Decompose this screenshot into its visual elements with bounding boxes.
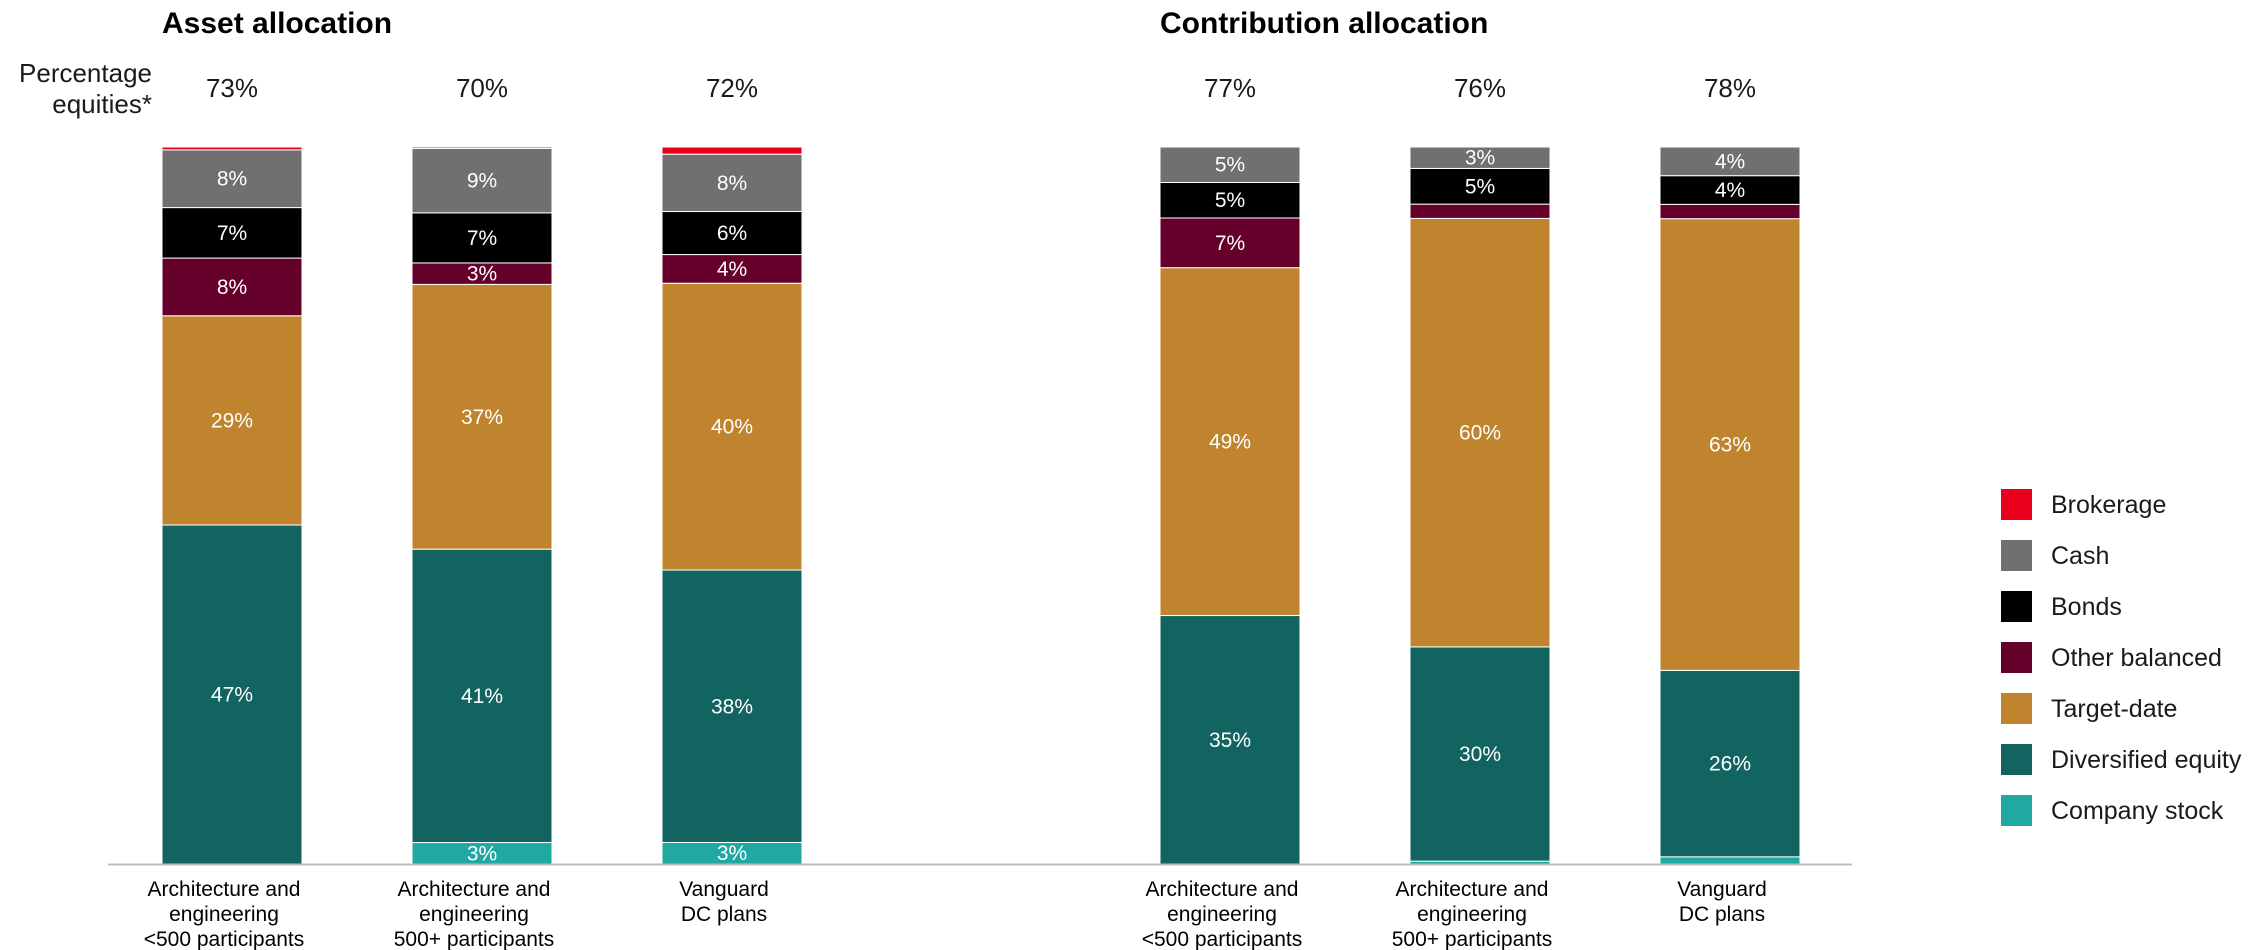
contribution-allocation-bar-2-target-date-label: 60%: [1459, 422, 1501, 445]
asset-allocation-bar-2-cash-label: 9%: [467, 170, 497, 193]
asset-allocation-bar-3-cash-label: 8%: [717, 172, 747, 195]
asset-allocation-bar-1-target-date-label: 29%: [211, 409, 253, 432]
asset-allocation-bar-2-brokerage-segment: [412, 147, 552, 148]
contribution-allocation-bar-2-category-label-line-3: 500+ participants: [1392, 928, 1553, 950]
legend-swatch-target-date: [2001, 693, 2032, 724]
contribution-allocation-bar-1-equities-pct: 77%: [1204, 73, 1256, 103]
asset-allocation-bar-1-category-label-line-2: engineering: [169, 903, 279, 926]
legend-swatch-cash: [2001, 540, 2032, 571]
legend-label-diversified-equity: Diversified equity: [2051, 746, 2242, 774]
legend-label-target-date: Target-date: [2051, 695, 2177, 723]
contribution-allocation-bar-2-cash-label: 3%: [1465, 147, 1495, 170]
asset-allocation-bar-3-target-date-label: 40%: [711, 416, 753, 439]
bars-layer: [162, 147, 1800, 864]
contribution-allocation-bar-3-other-balanced-segment: [1660, 204, 1800, 218]
asset-allocation-bar-2-category-label-line-3: 500+ participants: [394, 928, 555, 950]
legend-label-cash: Cash: [2051, 542, 2109, 570]
asset-allocation-bar-2-target-date-label: 37%: [461, 406, 503, 429]
contribution-allocation-bar-2-other-balanced-segment: [1410, 204, 1550, 218]
asset-allocation-bar-2-category-label-line-2: engineering: [419, 903, 529, 926]
contribution-allocation-bar-3-cash-label: 4%: [1715, 150, 1745, 173]
legend: Brokerage Cash Bonds Other balanced Target-d…: [2001, 489, 2242, 826]
asset-allocation-bar-2-diversified-equity-label: 41%: [461, 685, 503, 708]
percentage-equities-line-1: Percentage: [19, 58, 152, 88]
contribution-allocation-bar-1-diversified-equity-label: 35%: [1209, 729, 1251, 752]
contribution-allocation-bar-3-company-stock-segment: [1660, 857, 1800, 864]
contribution-allocation-bar-1-category-label-line-1: Architecture and: [1146, 878, 1299, 901]
contribution-allocation-bar-3-diversified-equity-label: 26%: [1709, 753, 1751, 776]
asset-allocation-bar-1-diversified-equity-label: 47%: [211, 683, 253, 706]
legend-swatch-bonds: [2001, 591, 2032, 622]
contribution-allocation-bar-3-equities-pct: 78%: [1704, 73, 1756, 103]
contribution-allocation-title: Contribution allocation: [1160, 7, 1488, 40]
contribution-allocation-bar-1-cash-label: 5%: [1215, 154, 1245, 177]
asset-allocation-bar-1-equities-pct: 73%: [206, 73, 258, 103]
asset-allocation-bar-2-bonds-label: 7%: [467, 227, 497, 250]
contribution-allocation-bar-1-other-balanced-label: 7%: [1215, 232, 1245, 255]
asset-allocation-bar-2-category-label-line-1: Architecture and: [398, 878, 551, 901]
asset-allocation-bar-3-bonds-label: 6%: [717, 222, 747, 245]
legend-swatch-other-balanced: [2001, 642, 2032, 673]
asset-allocation-bar-3-equities-pct: 72%: [706, 73, 758, 103]
asset-allocation-bar-1-category-label-line-3: <500 participants: [144, 928, 305, 950]
contribution-allocation-bar-3-bonds-label: 4%: [1715, 179, 1745, 202]
asset-allocation-bar-3-category-label-line-2: DC plans: [681, 903, 767, 926]
contribution-allocation-bar-2-category-label-line-1: Architecture and: [1396, 878, 1549, 901]
contribution-allocation-bar-1-target-date-label: 49%: [1209, 431, 1251, 454]
contribution-allocation-bar-3-category-label-line-1: Vanguard: [1677, 878, 1767, 901]
percentage-equities-line-2: equities*: [52, 89, 152, 119]
asset-allocation-bar-3-company-stock-label: 3%: [717, 842, 747, 865]
asset-allocation-bar-3-diversified-equity-label: 38%: [711, 695, 753, 718]
asset-allocation-bar-3-other-balanced-label: 4%: [717, 258, 747, 281]
asset-allocation-bar-2-other-balanced-label: 3%: [467, 263, 497, 286]
asset-allocation-bar-1-brokerage-segment: [162, 147, 302, 150]
legend-swatch-brokerage: [2001, 489, 2032, 520]
contribution-allocation-bar-2-diversified-equity-label: 30%: [1459, 743, 1501, 766]
contribution-allocation-bar-2-category-label-line-2: engineering: [1417, 903, 1527, 926]
legend-label-company-stock: Company stock: [2051, 797, 2224, 825]
asset-allocation-bar-3-brokerage-segment: [662, 147, 802, 154]
asset-allocation-bar-2-equities-pct: 70%: [456, 73, 508, 103]
asset-allocation-bar-1-other-balanced-label: 8%: [217, 276, 247, 299]
legend-swatch-company-stock: [2001, 795, 2032, 826]
legend-label-bonds: Bonds: [2051, 593, 2122, 621]
asset-allocation-title: Asset allocation: [162, 7, 392, 40]
percentage-equities-label: Percentage equities*: [19, 58, 152, 119]
contribution-allocation-bar-1-category-label-line-2: engineering: [1167, 903, 1277, 926]
legend-label-brokerage: Brokerage: [2051, 491, 2166, 519]
contribution-allocation-bar-2-bonds-label: 5%: [1465, 175, 1495, 198]
asset-allocation-bar-1-bonds-label: 7%: [217, 222, 247, 245]
asset-allocation-bar-2-company-stock-label: 3%: [467, 842, 497, 865]
contribution-allocation-bar-1-bonds-label: 5%: [1215, 189, 1245, 212]
contribution-allocation-bar-2-equities-pct: 76%: [1454, 73, 1506, 103]
legend-label-other-balanced: Other balanced: [2051, 644, 2222, 672]
legend-swatch-diversified-equity: [2001, 744, 2032, 775]
contribution-allocation-bar-3-category-label-line-2: DC plans: [1679, 903, 1765, 926]
asset-allocation-bar-1-cash-label: 8%: [217, 168, 247, 191]
contribution-allocation-bar-1-category-label-line-3: <500 participants: [1142, 928, 1303, 950]
asset-allocation-bar-1-category-label-line-1: Architecture and: [148, 878, 301, 901]
asset-allocation-bar-3-category-label-line-1: Vanguard: [679, 878, 769, 901]
contribution-allocation-bar-3-target-date-label: 63%: [1709, 434, 1751, 457]
